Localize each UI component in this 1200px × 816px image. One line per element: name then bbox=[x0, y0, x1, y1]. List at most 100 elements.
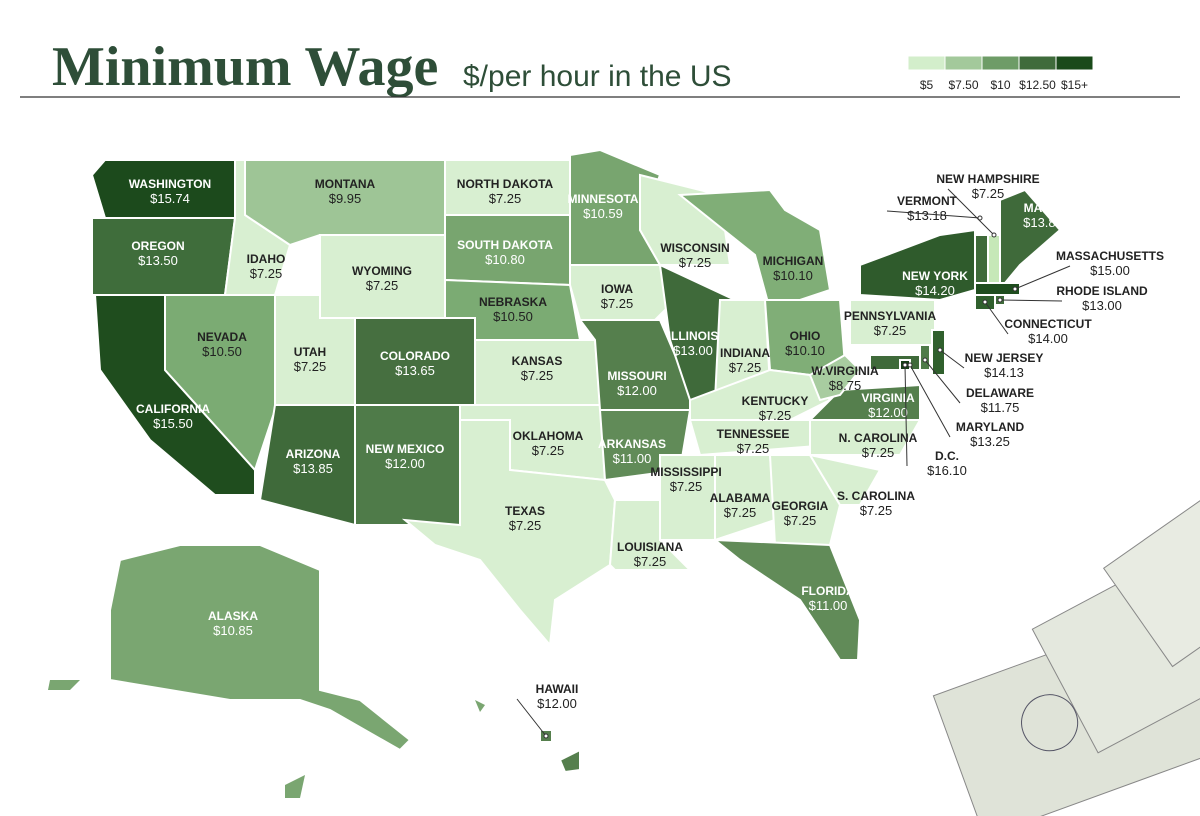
state-name: NEW MEXICO bbox=[366, 442, 445, 456]
state-wage: $7.25 bbox=[634, 554, 667, 569]
state-wage: $15.50 bbox=[153, 416, 193, 431]
island bbox=[285, 775, 305, 798]
leader-dot bbox=[907, 362, 913, 368]
leader-line bbox=[924, 359, 961, 404]
states bbox=[48, 148, 1062, 798]
leader-line bbox=[999, 299, 1063, 302]
state-name: OKLAHOMA bbox=[513, 429, 584, 443]
legend-label: $10 bbox=[990, 78, 1010, 92]
state-wage: $7.25 bbox=[679, 255, 712, 270]
state-wage: $7.25 bbox=[366, 278, 399, 293]
state-name: NEW HAMPSHIRE bbox=[936, 172, 1039, 186]
state-name: S. CAROLINA bbox=[837, 489, 915, 503]
state-wage: $16.10 bbox=[927, 463, 967, 478]
state-name: ARKANSAS bbox=[598, 437, 666, 451]
leader-dot bbox=[997, 297, 1003, 303]
state-name: VIRGINIA bbox=[861, 391, 915, 405]
state-shape bbox=[987, 234, 1001, 284]
state-wage: $7.25 bbox=[784, 513, 817, 528]
state-name: PENNSYLVANIA bbox=[844, 309, 937, 323]
state-wage: $7.25 bbox=[729, 360, 762, 375]
state-wage: $7.25 bbox=[601, 296, 634, 311]
state-name: MAINE bbox=[1024, 201, 1063, 215]
state-wage: $7.25 bbox=[489, 191, 522, 206]
state-name: WISCONSIN bbox=[660, 241, 729, 255]
state-shape bbox=[807, 453, 882, 506]
leader-dot bbox=[922, 357, 928, 363]
state-wage: $7.25 bbox=[862, 445, 895, 460]
state-name: MARYLAND bbox=[956, 420, 1025, 434]
state-name: RHODE ISLAND bbox=[1056, 284, 1148, 298]
leader-line bbox=[886, 210, 981, 219]
state-shape bbox=[808, 353, 862, 402]
state-name: MISSOURI bbox=[607, 369, 666, 383]
state-wage: $8.75 bbox=[829, 378, 862, 393]
state-wage: $12.00 bbox=[537, 696, 577, 711]
state-name: ARIZONA bbox=[286, 447, 341, 461]
state-name: LOUISIANA bbox=[617, 540, 683, 554]
legend-swatch bbox=[944, 55, 983, 71]
legend-swatch bbox=[981, 55, 1020, 71]
legend-label: $5 bbox=[920, 78, 934, 92]
leader-line bbox=[939, 349, 965, 369]
state-name: OHIO bbox=[790, 329, 821, 343]
state-shape bbox=[999, 188, 1062, 284]
state-name: MINNESOTA bbox=[567, 192, 638, 206]
state-wage: $7.25 bbox=[737, 441, 770, 456]
state-wage: $11.75 bbox=[981, 400, 1020, 415]
leader-line bbox=[1014, 265, 1071, 290]
state-name: GEORGIA bbox=[772, 499, 829, 513]
state-wage: $7.25 bbox=[532, 443, 565, 458]
state-shape bbox=[931, 329, 946, 376]
state-name: KENTUCKY bbox=[742, 394, 809, 408]
state-wage: $14.00 bbox=[1028, 331, 1068, 346]
state-name: ILLINOIS bbox=[668, 329, 719, 343]
island bbox=[475, 700, 485, 712]
subtitle: $/per hour in the US bbox=[463, 60, 732, 93]
state-wage: $7.25 bbox=[509, 518, 542, 533]
state-wage: $10.59 bbox=[583, 206, 623, 221]
state-name: IOWA bbox=[601, 282, 633, 296]
state-wage: $7.25 bbox=[874, 323, 907, 338]
state-wage: $12.00 bbox=[868, 405, 908, 420]
state-name: ALABAMA bbox=[710, 491, 771, 505]
state-name: NEBRASKA bbox=[479, 295, 547, 309]
state-wage: $13.00 bbox=[1082, 298, 1122, 313]
state-wage: $7.25 bbox=[972, 186, 1005, 201]
state-name: TENNESSEE bbox=[717, 427, 790, 441]
state-name: COLORADO bbox=[380, 349, 450, 363]
state-wage: $11.00 bbox=[809, 598, 848, 613]
state-name: D.C. bbox=[935, 449, 959, 463]
state-name: NEVADA bbox=[197, 330, 247, 344]
state-wage: $13.65 bbox=[395, 363, 435, 378]
state-wage: $13.85 bbox=[293, 461, 333, 476]
state-shape bbox=[974, 234, 989, 284]
leader-line bbox=[516, 698, 547, 737]
state-shape bbox=[401, 419, 617, 648]
leader-dot bbox=[902, 362, 908, 368]
state-wage: $7.25 bbox=[250, 266, 283, 281]
legend-swatch bbox=[907, 55, 946, 71]
state-wage: $7.25 bbox=[759, 408, 792, 423]
leader-line bbox=[984, 301, 1009, 335]
state-name: MASSACHUSETTS bbox=[1056, 249, 1164, 263]
state-wage: $7.25 bbox=[670, 479, 703, 494]
state-wage: $14.13 bbox=[984, 365, 1024, 380]
state-wage: $12.00 bbox=[617, 383, 657, 398]
state-wage: $10.85 bbox=[213, 623, 253, 638]
state-name: KANSAS bbox=[512, 354, 563, 368]
state-wage: $12.00 bbox=[385, 456, 425, 471]
leader-dot bbox=[1012, 286, 1018, 292]
state-name: W.VIRGINIA bbox=[811, 364, 879, 378]
state-wage: $14.20 bbox=[915, 283, 955, 298]
state-shape bbox=[677, 188, 832, 312]
leader-line bbox=[904, 364, 908, 467]
state-name: N. CAROLINA bbox=[839, 431, 918, 445]
state-shape bbox=[711, 538, 862, 661]
legend-swatch bbox=[1018, 55, 1057, 71]
state-wage: $13.80 bbox=[1023, 215, 1063, 230]
leader-dot bbox=[937, 347, 943, 353]
legend-swatch bbox=[1055, 55, 1094, 71]
leader-dot bbox=[543, 733, 549, 739]
